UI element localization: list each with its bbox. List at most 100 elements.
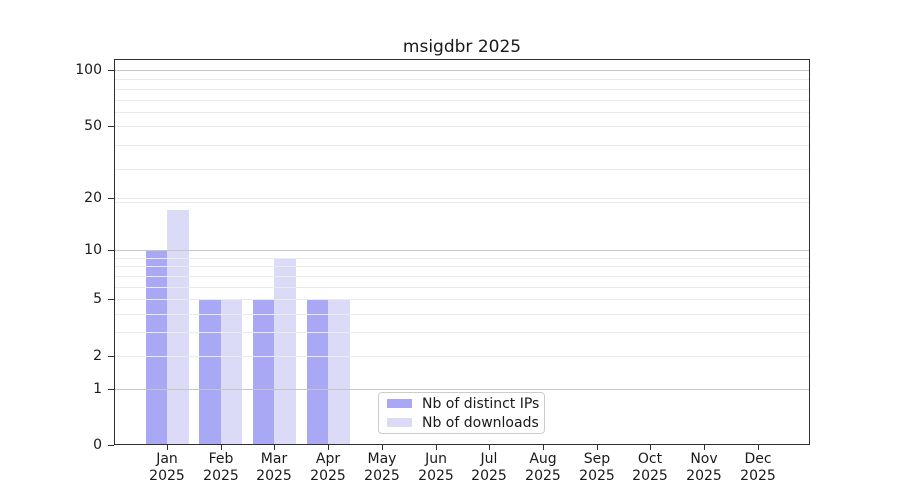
x-tick-mark	[328, 445, 329, 450]
x-tick-label-line: 2025	[149, 468, 185, 484]
gridline-minor	[115, 332, 809, 333]
gridline-minor	[115, 198, 809, 199]
chart-title: msigdbr 2025	[402, 37, 522, 57]
legend-label-downloads: Nb of downloads	[422, 414, 539, 431]
x-tick-label: Nov 2025	[672, 451, 736, 485]
legend-entry-distinct-ips: Nb of distinct IPs	[387, 395, 540, 412]
gridline-minor	[115, 79, 809, 80]
y-tick-label: 100	[75, 62, 102, 78]
x-tick-label: Feb 2025	[189, 451, 253, 485]
y-tick-mark	[108, 356, 114, 357]
gridline-minor	[115, 276, 809, 277]
gridline-minor	[115, 299, 809, 300]
x-tick-label-line: 2025	[310, 468, 346, 484]
x-tick-mark	[436, 445, 437, 450]
y-tick-mark	[108, 198, 114, 199]
x-tick-mark	[274, 445, 275, 450]
bar-nb-of-distinct-ips-jan-2025	[145, 250, 167, 444]
x-tick-label-line: 2025	[471, 468, 507, 484]
gridline-minor	[115, 258, 809, 259]
gridline-minor	[115, 356, 809, 357]
x-tick-label-line: 2025	[203, 468, 239, 484]
x-tick-label: Oct 2025	[618, 451, 682, 485]
x-tick-label: Jun 2025	[404, 451, 468, 485]
gridline-minor	[115, 126, 809, 127]
x-tick-mark	[489, 445, 490, 450]
bar-nb-of-distinct-ips-feb-2025	[199, 299, 221, 444]
x-tick-mark	[704, 445, 705, 450]
x-tick-label: Mar 2025	[242, 451, 306, 485]
bar-nb-of-downloads-feb-2025	[220, 299, 243, 444]
x-tick-mark	[758, 445, 759, 450]
bar-nb-of-downloads-jan-2025	[167, 210, 189, 444]
gridline-major	[115, 70, 809, 71]
x-tick-label-line: 2025	[256, 468, 292, 484]
gridline-minor	[115, 145, 809, 146]
x-tick-mark	[543, 445, 544, 450]
plot-area	[114, 59, 810, 445]
x-tick-label-line: Dec	[744, 451, 772, 467]
y-tick-label: 20	[84, 190, 102, 206]
x-tick-label-line: Nov	[690, 451, 718, 467]
legend-swatch-downloads-icon	[387, 418, 412, 427]
x-tick-mark	[597, 445, 598, 450]
x-tick-mark	[382, 445, 383, 450]
x-tick-label: Apr 2025	[296, 451, 360, 485]
x-tick-mark	[167, 445, 168, 450]
x-tick-label-line: Mar	[260, 451, 288, 467]
x-tick-label-line: Feb	[208, 451, 234, 467]
y-tick-mark	[108, 299, 114, 300]
x-tick-label-line: Jul	[480, 451, 498, 467]
gridline-minor	[115, 112, 809, 113]
y-tick-label: 2	[93, 348, 102, 364]
y-tick-label: 50	[84, 118, 102, 134]
y-tick-mark	[108, 445, 114, 446]
x-tick-label-line: 2025	[632, 468, 668, 484]
gridline-minor	[115, 202, 809, 203]
gridline-minor	[115, 89, 809, 90]
legend-entry-downloads: Nb of downloads	[387, 414, 539, 431]
legend-swatch-distinct-ips-icon	[387, 399, 412, 408]
gridline-minor	[115, 314, 809, 315]
y-tick-label: 5	[93, 291, 102, 307]
gridline-minor	[115, 266, 809, 267]
y-tick-mark	[108, 126, 114, 127]
y-tick-mark	[108, 250, 114, 251]
x-tick-label-line: 2025	[525, 468, 561, 484]
bar-nb-of-distinct-ips-apr-2025	[306, 299, 329, 444]
x-tick-label: Aug 2025	[511, 451, 575, 485]
x-tick-label-line: 2025	[740, 468, 776, 484]
x-tick-label-line: Jun	[425, 451, 447, 467]
bar-nb-of-distinct-ips-mar-2025	[252, 299, 275, 444]
x-tick-label-line: 2025	[686, 468, 722, 484]
bar-nb-of-downloads-apr-2025	[328, 299, 350, 444]
x-tick-label-line: Jan	[156, 451, 178, 467]
x-tick-label: Jul 2025	[457, 451, 521, 485]
x-tick-label-line: Sep	[583, 451, 611, 467]
bar-nb-of-downloads-mar-2025	[274, 257, 296, 444]
x-tick-label-line: Oct	[637, 451, 663, 467]
y-tick-mark	[108, 70, 114, 71]
gridline-minor	[115, 287, 809, 288]
x-tick-label: Sep 2025	[565, 451, 629, 485]
x-tick-label: Dec 2025	[726, 451, 790, 485]
gridline-minor	[115, 100, 809, 101]
y-tick-mark	[108, 389, 114, 390]
gridline-major	[115, 250, 809, 251]
x-tick-label: May 2025	[350, 451, 414, 485]
x-tick-mark	[650, 445, 651, 450]
x-tick-label-line: Aug	[529, 451, 557, 467]
gridline-minor	[115, 169, 809, 170]
x-tick-label: Jan 2025	[135, 451, 199, 485]
x-tick-label-line: May	[367, 451, 397, 467]
x-tick-label-line: 2025	[364, 468, 400, 484]
y-tick-label: 1	[93, 381, 102, 397]
legend-label-distinct-ips: Nb of distinct IPs	[422, 395, 540, 412]
gridline-major	[115, 389, 809, 390]
x-tick-mark	[221, 445, 222, 450]
legend: Nb of distinct IPs Nb of downloads	[378, 392, 545, 434]
x-tick-label-line: Apr	[315, 451, 341, 467]
y-tick-label: 10	[84, 242, 102, 258]
x-tick-label-line: 2025	[418, 468, 454, 484]
